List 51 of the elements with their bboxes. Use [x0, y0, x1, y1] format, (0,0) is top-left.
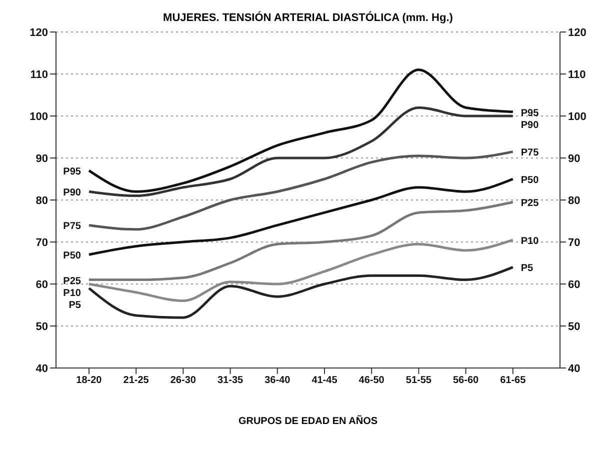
text: P90 [520, 120, 539, 131]
y2-tick-label: 40 [568, 362, 580, 375]
y2-tick-label: 70 [568, 236, 580, 249]
text: P75 [520, 148, 539, 159]
y-tick-label: 110 [30, 68, 48, 81]
series-label: P10 [520, 236, 540, 247]
text: P5 [68, 300, 81, 311]
y2-tick-label: 120 [568, 26, 586, 39]
x-tick-label: 21-25 [123, 375, 150, 386]
series-label: P95 [63, 166, 82, 178]
y2-tick-label: 110 [568, 68, 586, 81]
y-tick-label: 90 [36, 152, 48, 165]
series-label: P50 [520, 175, 540, 186]
x-tick-label: 31-35 [217, 375, 244, 386]
series-label: P5 [520, 263, 534, 274]
y2-tick-label: 60 [568, 278, 580, 291]
series-label: P25 [63, 276, 82, 287]
chart-title: MUJERES. TENSIÓN ARTERIAL DIASTÓLICA (mm. Hg.) [162, 12, 454, 24]
x-tick-label: 56-60 [453, 375, 480, 386]
y-tick-label: 80 [36, 194, 48, 207]
line-series [88, 68, 514, 193]
series-label: P75 [63, 221, 82, 232]
x-tick-label: 36-40 [264, 375, 291, 386]
y-tick-label: 40 [36, 362, 48, 375]
y2-tick-label: 50 [568, 320, 580, 333]
line-series [88, 266, 514, 319]
text: P25 [520, 198, 539, 210]
x-axis-title: GRUPOS DE EDAD EN AÑOS [237, 416, 379, 427]
x-tick-label: 41-45 [312, 375, 338, 386]
y-tick-label: 100 [30, 110, 48, 123]
line-series [88, 106, 514, 198]
y-tick-label: 70 [36, 236, 48, 249]
y2-tick-label: 100 [568, 110, 586, 123]
y-tick-label: 50 [36, 320, 48, 333]
series-label: P90 [63, 188, 82, 199]
x-tick-label: 51-55 [406, 375, 432, 386]
line-series [88, 178, 514, 256]
y-tick-label: 120 [30, 26, 48, 39]
text: P10 [63, 288, 81, 299]
x-tick-label: 18-20 [76, 375, 102, 386]
x-tick-label: 26-30 [170, 375, 196, 386]
y2-tick-label: 90 [568, 152, 580, 165]
line-series [88, 200, 514, 282]
line-series [88, 238, 514, 302]
y2-tick-label: 80 [568, 194, 580, 207]
text: P50 [63, 250, 81, 262]
x-tick-label: 46-50 [358, 375, 385, 386]
x-tick-label: 61-65 [500, 375, 526, 386]
y-tick-label: 60 [36, 278, 48, 291]
text: P95 [520, 108, 539, 119]
line-series [88, 150, 514, 231]
